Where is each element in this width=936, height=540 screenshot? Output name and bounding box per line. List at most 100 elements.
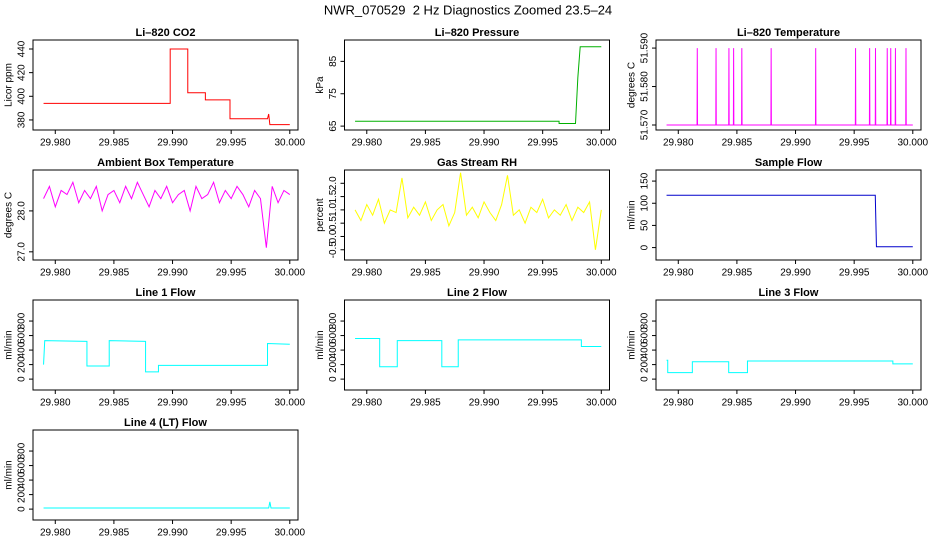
y-tick-label: 200 bbox=[17, 356, 28, 373]
panel-title: Line 2 Flow bbox=[447, 287, 507, 299]
x-tick-label: 30.000 bbox=[897, 138, 928, 149]
y-tick-label: 400 bbox=[640, 341, 651, 358]
y-axis-label: kPa bbox=[315, 76, 326, 94]
y-tick-label: 400 bbox=[17, 88, 28, 105]
x-tick-label: 29.985 bbox=[410, 138, 441, 149]
plot-frame bbox=[32, 299, 299, 391]
y-tick-label: 800 bbox=[17, 312, 28, 329]
page-title: NWR_070529 2 Hz Diagnostics Zoomed 23.5–… bbox=[324, 2, 612, 17]
y-tick-label: 200 bbox=[328, 356, 339, 373]
x-tick-label: 29.980 bbox=[40, 398, 71, 409]
y-tick-label: 400 bbox=[328, 341, 339, 358]
y-tick-label: 1.5 bbox=[328, 189, 339, 203]
y-tick-label: 600 bbox=[328, 327, 339, 344]
data-line bbox=[43, 48, 290, 126]
x-tick-label: 29.985 bbox=[99, 398, 130, 409]
x-tick-label: 30.000 bbox=[274, 138, 305, 149]
x-tick-label: 29.985 bbox=[99, 528, 130, 539]
y-tick-label: 27.0 bbox=[17, 242, 28, 262]
y-tick-label: 380 bbox=[17, 111, 28, 128]
data-line bbox=[666, 48, 913, 126]
panel-title: Line 4 (LT) Flow bbox=[124, 417, 207, 429]
y-axis-label: ml/min bbox=[4, 460, 15, 489]
x-tick-label: 29.980 bbox=[40, 528, 71, 539]
y-tick-label: 51.580 bbox=[640, 71, 651, 102]
x-tick-label: 29.990 bbox=[469, 268, 500, 279]
x-tick-label: 29.990 bbox=[780, 268, 811, 279]
panel-title: Li–820 CO2 bbox=[136, 27, 196, 39]
x-tick-label: 29.980 bbox=[351, 138, 382, 149]
y-tick-label: 150 bbox=[640, 172, 651, 189]
y-tick-label: 51.570 bbox=[640, 109, 651, 140]
y-tick-label: 51.590 bbox=[640, 32, 651, 63]
panel-title: Li–820 Temperature bbox=[737, 27, 840, 39]
x-tick-label: 29.995 bbox=[527, 398, 558, 409]
y-tick-label: 200 bbox=[640, 356, 651, 373]
y-tick-label: 440 bbox=[17, 40, 28, 57]
panel-title: Sample Flow bbox=[755, 157, 823, 169]
y-axis-label: ml/min bbox=[315, 330, 326, 359]
panel: Line 1 Flow ml/min 29.980 29.985 29.990 29.99… bbox=[4, 287, 306, 409]
panel: Gas Stream RH percent 29.980 29.985 29.990 29… bbox=[315, 157, 617, 279]
x-tick-label: 29.985 bbox=[722, 398, 753, 409]
x-tick-label: 29.990 bbox=[157, 528, 188, 539]
data-line bbox=[43, 180, 291, 248]
x-tick-label: 29.985 bbox=[722, 138, 753, 149]
panel: Ambient Box Temperature degrees C 29.980 29… bbox=[4, 157, 306, 279]
panel-title: Line 1 Flow bbox=[136, 287, 196, 299]
plot-area bbox=[43, 501, 290, 509]
plot-frame bbox=[655, 39, 922, 131]
y-tick-label: 0 bbox=[17, 376, 28, 382]
x-tick-label: 29.995 bbox=[527, 268, 558, 279]
x-tick-label: 30.000 bbox=[586, 268, 617, 279]
x-tick-label: 29.990 bbox=[780, 398, 811, 409]
panel: Line 4 (LT) Flow ml/min 29.980 29.985 29.990… bbox=[4, 417, 306, 539]
y-tick-label: 600 bbox=[17, 327, 28, 344]
y-axis-label: ml/min bbox=[4, 330, 15, 359]
x-tick-label: 29.985 bbox=[410, 398, 441, 409]
y-axis-label: ml/min bbox=[627, 200, 638, 229]
y-tick-label: 200 bbox=[17, 486, 28, 503]
x-tick-label: 29.990 bbox=[157, 398, 188, 409]
plot-frame bbox=[32, 169, 299, 261]
x-tick-label: 29.980 bbox=[40, 268, 71, 279]
y-tick-label: 400 bbox=[17, 471, 28, 488]
plot-area bbox=[355, 337, 602, 368]
y-axis-label: percent bbox=[315, 198, 326, 232]
plot-area bbox=[666, 194, 913, 248]
y-tick-label: 0 bbox=[328, 376, 339, 382]
x-tick-label: 30.000 bbox=[897, 398, 928, 409]
x-tick-label: 30.000 bbox=[274, 528, 305, 539]
x-tick-label: 29.995 bbox=[216, 268, 247, 279]
plot-area bbox=[666, 48, 913, 126]
y-tick-label: 800 bbox=[640, 312, 651, 329]
x-tick-label: 29.995 bbox=[839, 268, 870, 279]
y-axis-label: degrees C bbox=[627, 62, 638, 108]
y-tick-label: 2.0 bbox=[328, 176, 339, 190]
x-tick-label: 29.985 bbox=[722, 268, 753, 279]
y-tick-label: 800 bbox=[328, 312, 339, 329]
data-line bbox=[355, 46, 602, 125]
y-tick-label: 400 bbox=[17, 341, 28, 358]
y-tick-label: 75 bbox=[328, 88, 339, 100]
y-tick-label: 65 bbox=[328, 120, 339, 132]
plot-area bbox=[666, 359, 913, 374]
y-axis-label: degrees C bbox=[4, 192, 15, 238]
x-tick-label: 29.995 bbox=[839, 138, 870, 149]
y-tick-label: 0 bbox=[640, 244, 651, 250]
y-tick-label: 0.0 bbox=[328, 229, 339, 243]
plot-frame bbox=[32, 39, 299, 131]
x-tick-label: 29.980 bbox=[40, 138, 71, 149]
plot-frame bbox=[344, 39, 610, 131]
data-line bbox=[43, 501, 290, 509]
y-tick-label: 28.0 bbox=[17, 201, 28, 221]
x-tick-label: 29.990 bbox=[469, 398, 500, 409]
y-tick-label: 0 bbox=[17, 506, 28, 512]
panel: Li–820 CO2 Licor ppm 29.980 29.985 29.990 29.… bbox=[4, 27, 306, 149]
plot-frame bbox=[655, 169, 922, 261]
plot-area bbox=[43, 180, 291, 248]
y-tick-label: 420 bbox=[17, 64, 28, 81]
y-tick-label: 0.5 bbox=[328, 216, 339, 230]
panel: Line 3 Flow ml/min 29.980 29.985 29.990 29.99… bbox=[627, 287, 929, 409]
panel: Li–820 Temperature degrees C 29.980 29.985 2… bbox=[627, 27, 929, 149]
